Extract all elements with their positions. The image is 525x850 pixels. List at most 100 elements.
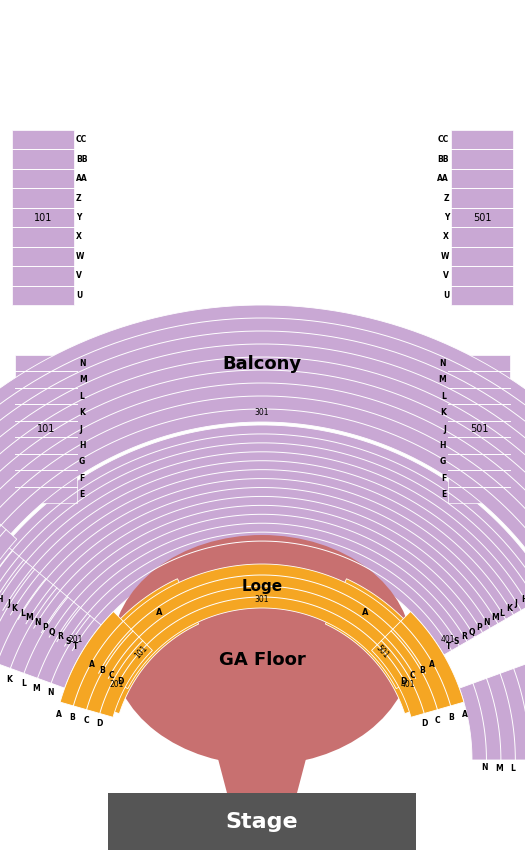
- Text: P: P: [476, 623, 482, 632]
- Text: W: W: [76, 252, 85, 261]
- Text: K: K: [507, 604, 512, 613]
- Text: BB: BB: [437, 155, 449, 164]
- Polygon shape: [60, 611, 152, 717]
- Text: 101: 101: [34, 212, 52, 223]
- Text: Z: Z: [444, 194, 449, 202]
- Text: M: M: [491, 614, 499, 622]
- Text: F: F: [79, 473, 84, 483]
- Bar: [12, 130, 74, 305]
- Text: N: N: [34, 618, 40, 627]
- Text: 501: 501: [470, 424, 488, 434]
- Text: 501: 501: [374, 643, 391, 660]
- Text: U: U: [443, 291, 449, 300]
- Text: Y: Y: [444, 213, 449, 222]
- Text: 401: 401: [401, 680, 415, 689]
- Text: C: C: [109, 672, 114, 680]
- Text: G: G: [79, 457, 85, 467]
- Text: L: L: [79, 392, 84, 400]
- Text: P: P: [42, 623, 48, 632]
- Text: U: U: [76, 291, 82, 300]
- Text: 101: 101: [37, 424, 55, 434]
- Bar: [451, 130, 513, 305]
- Text: S: S: [65, 638, 70, 646]
- Polygon shape: [72, 579, 198, 714]
- Text: L: L: [510, 764, 515, 774]
- Polygon shape: [459, 643, 525, 760]
- Text: R: R: [461, 632, 467, 642]
- Text: C: C: [83, 716, 89, 725]
- Text: B: B: [99, 666, 104, 675]
- Text: Balcony: Balcony: [223, 354, 301, 372]
- Text: D: D: [96, 719, 102, 728]
- Text: K: K: [524, 765, 525, 774]
- Text: D: D: [401, 677, 407, 686]
- Polygon shape: [0, 452, 17, 658]
- Text: 201: 201: [69, 635, 83, 644]
- Text: Q: Q: [469, 627, 475, 637]
- Text: M: M: [438, 375, 446, 384]
- Text: E: E: [441, 490, 446, 499]
- Text: D: D: [422, 719, 428, 728]
- Text: 201: 201: [109, 680, 123, 689]
- Text: J: J: [443, 424, 446, 434]
- Text: AA: AA: [437, 174, 449, 183]
- Text: C: C: [435, 716, 441, 725]
- Text: A: A: [362, 608, 369, 617]
- Text: GA Floor: GA Floor: [218, 651, 306, 669]
- Text: 301: 301: [255, 595, 269, 604]
- Text: Y: Y: [76, 213, 81, 222]
- Polygon shape: [217, 755, 307, 793]
- Text: N: N: [439, 359, 446, 368]
- Text: A: A: [429, 660, 435, 669]
- Text: B: B: [70, 713, 76, 722]
- Text: H: H: [439, 441, 446, 450]
- Text: Stage: Stage: [226, 812, 298, 831]
- Bar: [448, 355, 510, 503]
- Text: J: J: [7, 599, 10, 609]
- Text: H: H: [0, 594, 3, 604]
- Text: G: G: [440, 457, 446, 467]
- Text: L: L: [441, 392, 446, 400]
- Text: M: M: [79, 375, 87, 384]
- Text: N: N: [47, 688, 54, 697]
- Text: Loge: Loge: [242, 579, 282, 593]
- Text: A: A: [56, 710, 62, 719]
- Text: 401: 401: [440, 635, 455, 644]
- Text: R: R: [57, 632, 63, 642]
- Text: S: S: [454, 638, 459, 646]
- Text: B: B: [419, 666, 425, 675]
- Text: BB: BB: [76, 155, 88, 164]
- Polygon shape: [0, 425, 525, 655]
- Ellipse shape: [112, 535, 412, 765]
- Polygon shape: [0, 305, 525, 576]
- Text: H: H: [522, 594, 525, 604]
- Text: T: T: [73, 642, 78, 651]
- Text: K: K: [79, 408, 85, 417]
- Text: A: A: [89, 660, 95, 669]
- Polygon shape: [89, 564, 435, 688]
- Text: L: L: [499, 609, 504, 618]
- Text: B: B: [448, 713, 454, 722]
- Text: 501: 501: [472, 212, 491, 223]
- Text: D: D: [117, 677, 123, 686]
- Text: M: M: [32, 684, 40, 693]
- Text: N: N: [79, 359, 86, 368]
- Text: H: H: [79, 441, 86, 450]
- Text: 301: 301: [255, 408, 269, 417]
- Text: K: K: [6, 675, 12, 684]
- Text: V: V: [76, 271, 82, 280]
- Text: K: K: [440, 408, 446, 417]
- Text: V: V: [443, 271, 449, 280]
- Text: Z: Z: [76, 194, 81, 202]
- Text: M: M: [25, 614, 33, 622]
- Text: N: N: [484, 618, 490, 627]
- Polygon shape: [372, 611, 464, 717]
- Text: W: W: [440, 252, 449, 261]
- Bar: [15, 355, 77, 503]
- Text: N: N: [481, 763, 488, 772]
- Text: 101: 101: [133, 643, 150, 660]
- Text: L: L: [20, 609, 25, 618]
- Text: J: J: [514, 599, 517, 609]
- Text: A: A: [462, 710, 468, 719]
- Text: M: M: [496, 763, 503, 773]
